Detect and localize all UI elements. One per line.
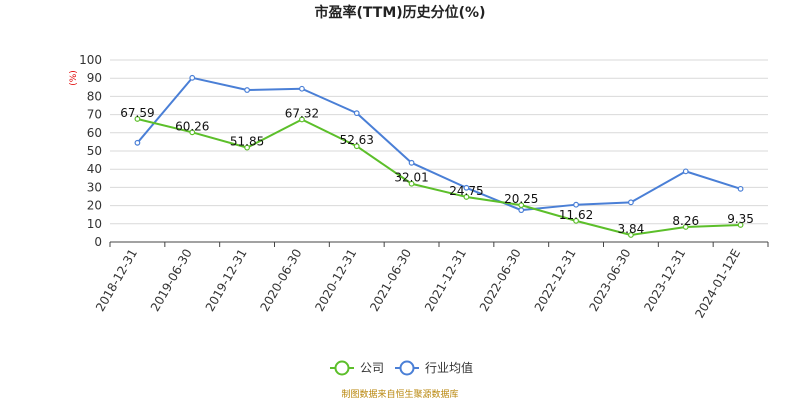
y-tick-label: 20: [87, 199, 102, 213]
y-tick-label: 60: [87, 126, 102, 140]
data-point: [628, 199, 634, 206]
data-point: [299, 116, 305, 123]
chart-title: 市盈率(TTM)历史分位(%): [315, 4, 486, 21]
y-tick-label: 10: [87, 217, 102, 231]
data-point: [353, 110, 360, 117]
data-point: [573, 217, 579, 224]
data-point: [518, 202, 525, 209]
data-point: [189, 74, 196, 81]
y-tick-label: 80: [87, 89, 102, 103]
series-layer: [134, 74, 744, 238]
data-point: [244, 87, 250, 93]
y-tick-label: 30: [87, 180, 102, 194]
data-label: 60.26: [175, 119, 209, 133]
data-label: 67.32: [285, 106, 319, 120]
data-point: [682, 168, 689, 175]
data-point: [463, 184, 470, 191]
legend-label: 行业均值: [425, 360, 473, 375]
x-tick-label: 2023-06-30: [587, 247, 634, 314]
data-label: 8.26: [672, 214, 699, 228]
series-line: [137, 118, 741, 237]
data-labels: 67.59 60.26 51.85 67.32 52.63 32.01 24.75 20.25…: [120, 106, 754, 236]
data-point: [244, 144, 250, 151]
data-point: [408, 180, 415, 187]
data-label: 11.62: [559, 208, 593, 222]
data-point: [682, 224, 689, 230]
y-tick-label: 50: [87, 144, 102, 158]
source-note: 制图数据来自恒生聚源数据库: [341, 388, 458, 400]
data-point: [134, 116, 141, 122]
x-tick-label: 2019-06-30: [148, 247, 195, 314]
data-point: [628, 232, 634, 238]
data-point: [518, 207, 525, 214]
data-point: [463, 194, 470, 200]
data-point: [299, 85, 305, 92]
data-point: [737, 185, 744, 192]
data-label: 52.63: [340, 133, 374, 147]
x-tick-label: 2021-12-31: [422, 246, 469, 313]
data-label: 51.85: [230, 135, 264, 149]
data-point: [573, 201, 579, 208]
data-point: [737, 222, 744, 228]
x-tick-label: 2021-06-30: [367, 247, 414, 314]
x-tick-label: 2024-01-12E: [692, 247, 743, 321]
y-tick-label: 70: [87, 108, 102, 122]
legend-marker: [334, 360, 350, 376]
y-tick-label: 100: [79, 53, 102, 67]
data-point: [408, 159, 415, 166]
data-label: 9.35: [727, 212, 754, 226]
series-line: [136, 76, 741, 212]
y-axis-unit-label: (%): [69, 70, 79, 86]
x-tick-label: 2019-12-31: [203, 246, 250, 313]
x-tick-label: 2022-06-30: [477, 247, 524, 314]
data-point: [134, 139, 141, 146]
legend-label: 公司: [360, 361, 384, 375]
x-tick-label: 2020-12-31: [312, 247, 359, 314]
data-point: [353, 143, 360, 150]
data-label: 20.25: [504, 192, 538, 206]
y-axis-ticks: 0 10 20 30 40 50 60 70 80 90 100: [79, 53, 102, 249]
legend-item[interactable]: 公司: [330, 360, 384, 376]
y-tick-label: 0: [94, 235, 102, 249]
x-tick-label: 2020-06-30: [258, 247, 305, 314]
x-tick-label: 2018-12-31: [93, 247, 140, 314]
data-label: 24.75: [449, 184, 483, 198]
x-tick-label: 2022-12-31: [532, 247, 579, 314]
legend-marker: [399, 360, 415, 376]
grid-lines: [110, 59, 768, 225]
x-axis: 2018-12-31 2019-06-30 2019-12-31 2020-06-30…: [93, 241, 769, 321]
data-point: [189, 129, 196, 136]
y-tick-label: 90: [87, 71, 102, 85]
data-label: 32.01: [394, 171, 428, 185]
legend[interactable]: 公司 行业均值: [330, 360, 473, 376]
data-label: 67.59: [120, 106, 154, 120]
data-label: 3.84: [618, 222, 645, 236]
x-tick-label: 2023-12-31: [641, 247, 688, 314]
y-tick-label: 40: [87, 162, 102, 176]
legend-item[interactable]: 行业均值: [395, 360, 473, 376]
